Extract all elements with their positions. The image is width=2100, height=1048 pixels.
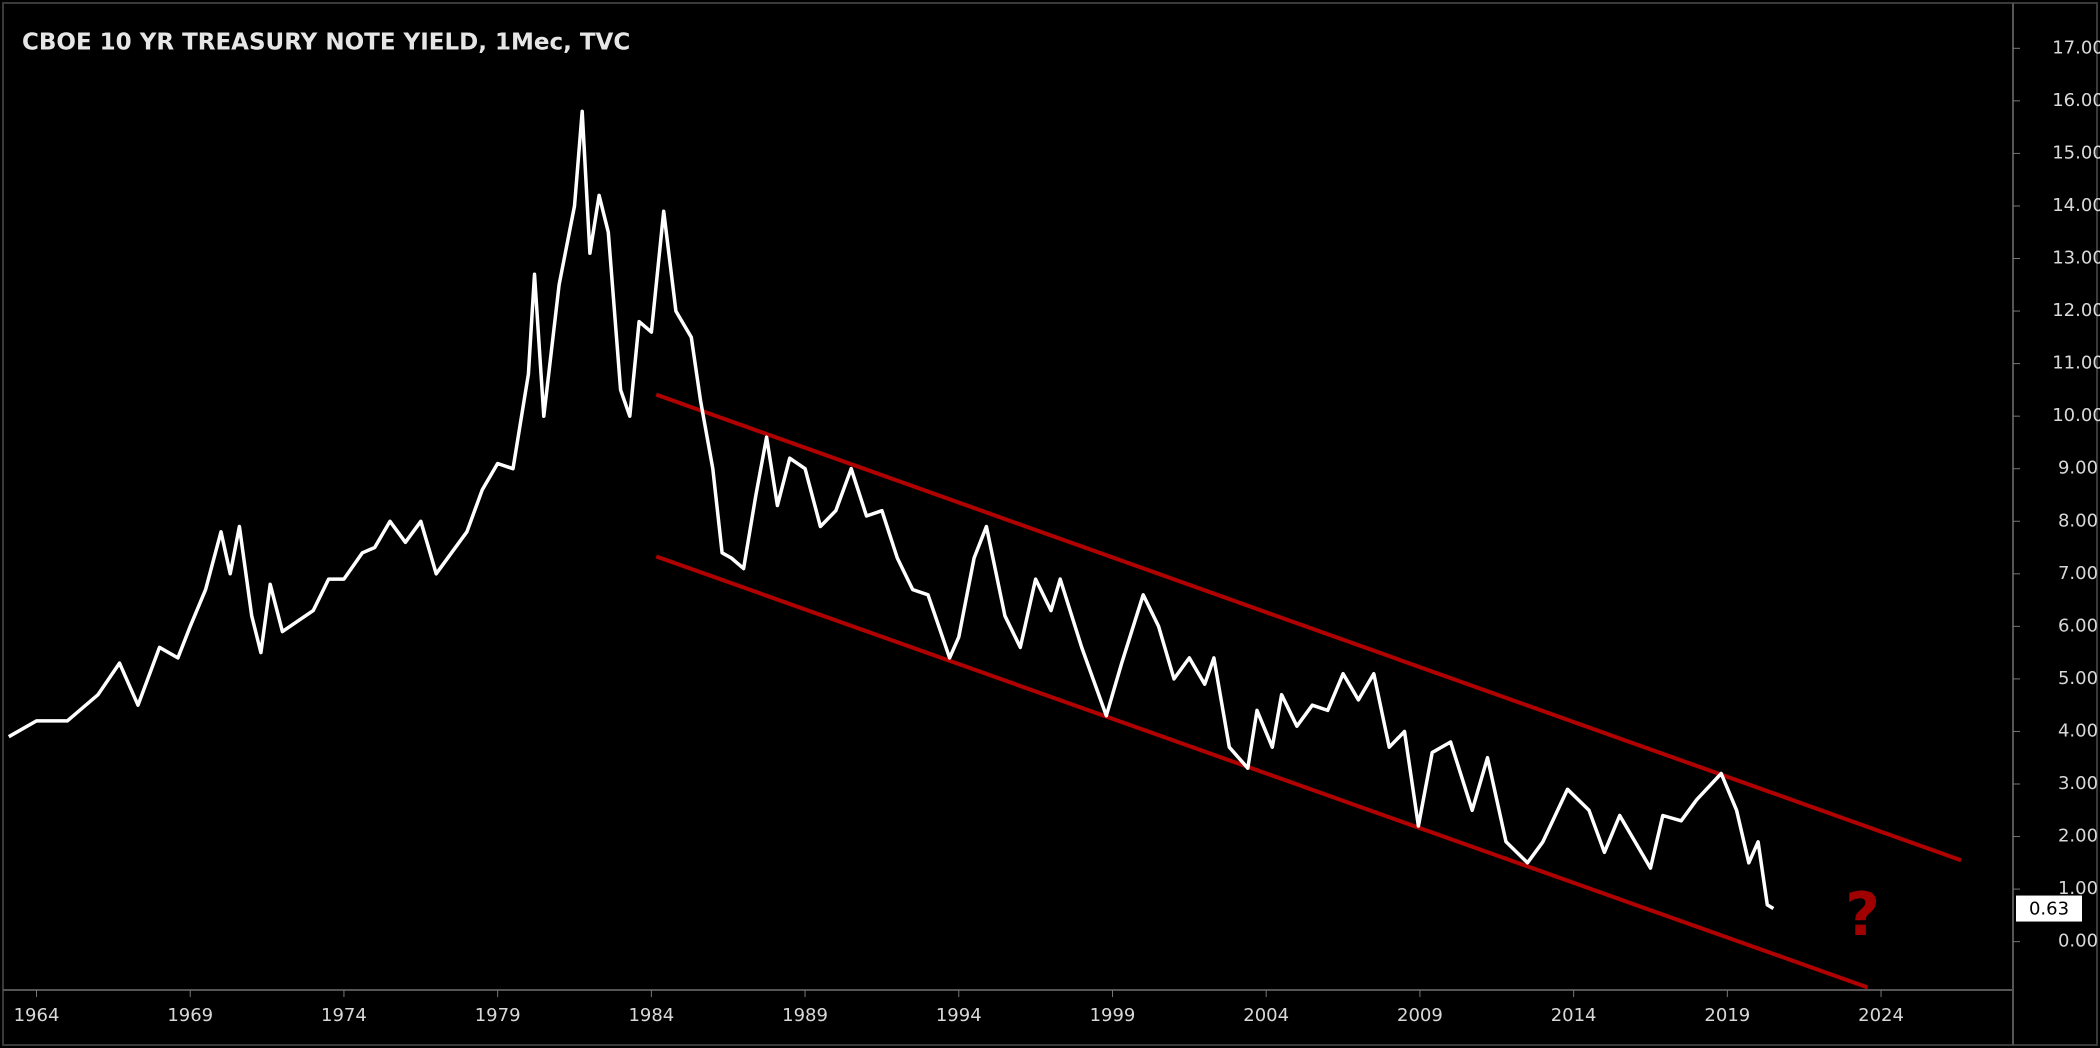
y-tick-label: 11.00	[2052, 353, 2100, 374]
x-tick-label: 2019	[1704, 1005, 1750, 1026]
x-tick-label: 2024	[1858, 1005, 1904, 1026]
trendline	[655, 554, 1869, 989]
x-tick-label: 1969	[167, 1005, 213, 1026]
chart-title: CBOE 10 YR TREASURY NOTE YIELD, 1Mec, TV…	[22, 30, 630, 56]
x-tick-label: 1984	[628, 1005, 674, 1026]
y-tick-label: 12.00	[2052, 300, 2100, 321]
x-tick-label: 2009	[1397, 1005, 1443, 1026]
y-tick-label: 10.00	[2052, 405, 2100, 426]
y-tick-label: 13.00	[2052, 248, 2100, 269]
y-tick-label: 3.00	[2058, 773, 2098, 794]
y-tick-label: 17.00	[2052, 37, 2100, 58]
x-tick-label: 1979	[475, 1005, 521, 1026]
x-tick-label: 1994	[936, 1005, 982, 1026]
trendline	[655, 392, 1962, 863]
last-value-label: 0.63	[2029, 899, 2069, 920]
x-tick-label: 1964	[14, 1005, 60, 1026]
yield-line	[7, 109, 1775, 911]
x-tick-label: 2014	[1551, 1005, 1597, 1026]
y-tick-label: 15.00	[2052, 142, 2100, 163]
y-tick-label: 6.00	[2058, 615, 2098, 636]
y-tick-label: 9.00	[2058, 458, 2098, 479]
last-value-box	[2016, 895, 2082, 922]
x-tick-label: 1989	[782, 1005, 828, 1026]
y-tick-label: 7.00	[2058, 563, 2098, 584]
y-tick-label: 14.00	[2052, 195, 2100, 216]
y-tick-label: 1.00	[2058, 878, 2098, 899]
y-tick-label: 5.00	[2058, 668, 2098, 689]
y-tick-label: 4.00	[2058, 720, 2098, 741]
x-tick-label: 1999	[1090, 1005, 1136, 1026]
x-tick-label: 1974	[321, 1005, 367, 1026]
x-tick-label: 2004	[1243, 1005, 1289, 1026]
annotation: ?	[1845, 880, 1880, 950]
y-tick-label: 16.00	[2052, 90, 2100, 111]
y-tick-label: 8.00	[2058, 510, 2098, 531]
y-tick-label: 0.00	[2058, 931, 2098, 952]
y-tick-label: 2.00	[2058, 826, 2098, 847]
